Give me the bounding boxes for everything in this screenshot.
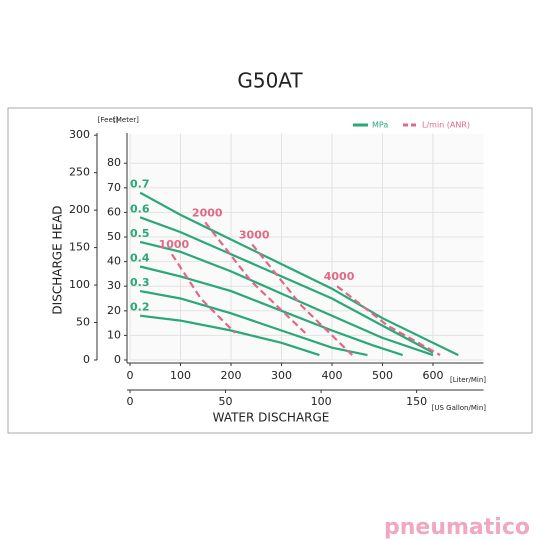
y2-tick-label: 0 (83, 353, 90, 366)
series-label: 2000 (192, 206, 223, 219)
y-tick-label: 20 (107, 304, 121, 317)
series-label: 0.7 (130, 178, 150, 191)
frame (7, 107, 533, 434)
y-unit: [Meter] (113, 116, 139, 124)
series-line (170, 253, 236, 334)
series-label: 0.3 (130, 276, 150, 289)
series-line (139, 216, 434, 354)
x-tick-label: 300 (271, 369, 292, 382)
x2-tick-label: 100 (311, 395, 332, 408)
y-tick-label: 40 (107, 255, 121, 268)
series-line (139, 314, 320, 357)
x2-tick-label: 50 (219, 395, 233, 408)
series-label: 0.6 (130, 202, 150, 215)
series-label: 3000 (239, 228, 270, 241)
y-tick-label: 60 (107, 205, 121, 218)
y-tick-label: 10 (107, 328, 121, 341)
y-tick-label: 80 (107, 156, 121, 169)
x-tick-label: 0 (127, 369, 134, 382)
series-line (336, 285, 441, 357)
legend-label: MPa (372, 121, 388, 130)
y2-tick-label: 300 (69, 128, 90, 141)
y-tick-label: 70 (107, 181, 121, 194)
x-tick-label: 500 (372, 369, 393, 382)
x-tick-label: 100 (170, 369, 191, 382)
y2-tick-label: 150 (69, 241, 90, 254)
series-line (139, 240, 434, 357)
series-line (139, 265, 404, 357)
y2-tick-label: 50 (76, 316, 90, 329)
x-tick-label: 400 (322, 369, 343, 382)
x-tick-label: 200 (221, 369, 242, 382)
series-label: 0.4 (130, 252, 150, 265)
y-tick-label: 30 (107, 279, 121, 292)
x2-tick-label: 0 (127, 395, 134, 408)
series-label: 1000 (159, 238, 190, 251)
y-tick-label: 50 (107, 230, 121, 243)
series-label: 4000 (324, 270, 355, 283)
chart-title: G50AT (237, 69, 303, 93)
y2-tick-label: 100 (69, 278, 90, 291)
y-tick-label: 0 (114, 353, 121, 366)
series-label: 0.5 (130, 227, 150, 240)
x2-tick-label: 150 (406, 395, 427, 408)
brand-logo: pneumatico (384, 515, 530, 540)
legend-label: L/min (ANR) (422, 121, 470, 130)
y2-tick-label: 200 (69, 203, 90, 216)
series-line (139, 290, 368, 357)
series-line (139, 191, 459, 357)
y2-unit: [Feet] (98, 116, 119, 124)
y2-tick-label: 250 (69, 166, 90, 179)
series-line (251, 243, 353, 356)
x-axis-title: WATER DISCHARGE (213, 411, 330, 425)
series-label: 0.2 (130, 301, 150, 314)
x2-unit: [US Gallon/Min] (432, 404, 487, 412)
x-tick-label: 600 (423, 369, 444, 382)
series-line (204, 221, 306, 334)
y-axis-title: DISCHARGE HEAD (51, 205, 65, 314)
x-unit: [Liter/Min] (450, 376, 486, 384)
